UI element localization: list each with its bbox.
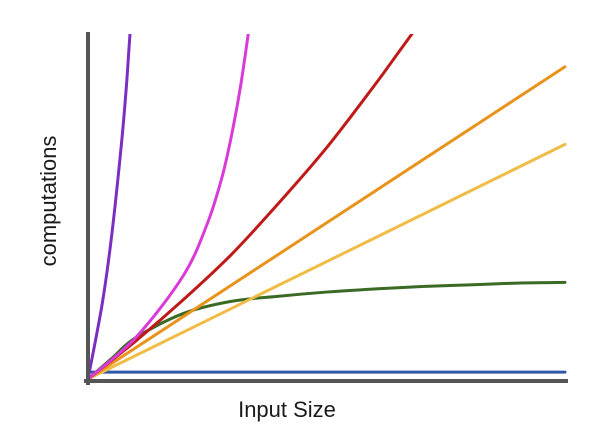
y-axis-label: computations xyxy=(36,136,61,267)
series-line-exponential xyxy=(86,34,132,381)
series-line-n-log-n xyxy=(86,34,414,381)
series-line-sqrt-linear xyxy=(86,142,567,381)
x-axis-label: Input Size xyxy=(238,397,336,422)
series-layer xyxy=(86,34,567,381)
plot-area xyxy=(86,34,567,381)
series-line-linear xyxy=(86,65,567,381)
series-line-quadratic xyxy=(86,34,250,381)
